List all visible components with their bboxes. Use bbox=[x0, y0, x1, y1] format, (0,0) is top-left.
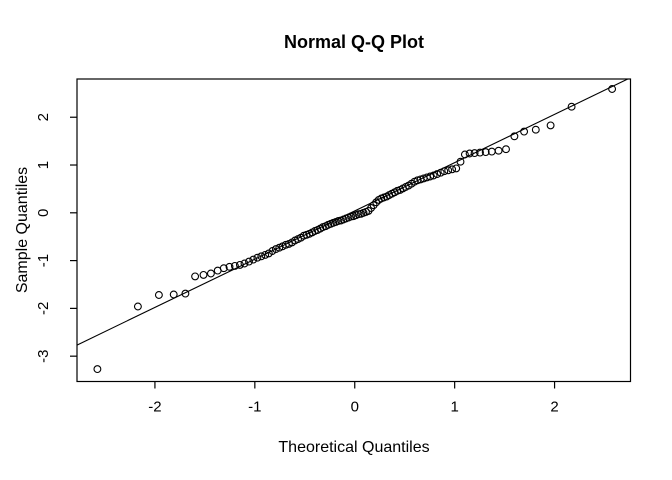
data-point bbox=[460, 150, 469, 159]
data-point bbox=[334, 216, 343, 225]
data-points bbox=[93, 85, 617, 374]
data-point bbox=[433, 170, 442, 179]
data-point bbox=[476, 148, 484, 157]
data-point bbox=[191, 272, 200, 281]
qq-reference-line bbox=[77, 79, 630, 346]
data-point bbox=[133, 302, 142, 311]
y-tick-label: 0 bbox=[35, 209, 52, 217]
data-point bbox=[253, 253, 262, 262]
x-tick-label: 1 bbox=[450, 399, 458, 416]
data-point bbox=[93, 365, 102, 374]
data-point bbox=[448, 165, 457, 174]
data-point bbox=[502, 145, 510, 154]
x-tick-label: -1 bbox=[248, 399, 261, 416]
y-tick-label: 2 bbox=[35, 113, 52, 121]
reference-line-group bbox=[77, 79, 630, 346]
y-axis-ticks: -3 -2 -1 0 1 2 bbox=[35, 113, 77, 363]
data-point bbox=[372, 198, 381, 207]
data-point bbox=[520, 127, 529, 136]
data-point bbox=[169, 290, 178, 299]
x-tick-label: 0 bbox=[351, 399, 359, 416]
data-point bbox=[245, 257, 253, 266]
x-tick-label: 2 bbox=[550, 399, 558, 416]
data-point bbox=[494, 146, 503, 155]
data-point bbox=[230, 261, 239, 270]
data-point bbox=[440, 167, 449, 176]
data-point bbox=[219, 264, 228, 273]
data-point bbox=[206, 269, 215, 278]
data-point bbox=[531, 125, 540, 134]
y-tick-label: -2 bbox=[35, 302, 52, 315]
x-tick-label: -2 bbox=[148, 399, 161, 416]
data-point bbox=[240, 259, 249, 268]
y-tick-label: -3 bbox=[35, 350, 52, 363]
data-point bbox=[154, 291, 163, 299]
data-point bbox=[429, 171, 438, 180]
data-point bbox=[257, 252, 266, 261]
y-tick-label: -1 bbox=[35, 254, 52, 267]
data-point bbox=[567, 102, 576, 111]
data-point bbox=[608, 85, 617, 93]
data-point bbox=[235, 260, 244, 269]
y-axis-label: Sample Quantiles bbox=[14, 167, 31, 293]
data-point bbox=[225, 262, 234, 271]
data-point bbox=[481, 148, 490, 157]
plot-box bbox=[76, 78, 632, 383]
data-point bbox=[199, 270, 208, 279]
data-point bbox=[249, 255, 258, 264]
data-point bbox=[181, 289, 190, 298]
chart-title: Normal Q-Q Plot bbox=[284, 32, 424, 52]
data-point bbox=[452, 164, 461, 173]
data-point bbox=[546, 121, 555, 130]
data-point bbox=[426, 172, 435, 181]
data-point bbox=[465, 149, 474, 158]
data-point bbox=[261, 250, 270, 259]
y-tick-label: 1 bbox=[35, 161, 52, 169]
data-point bbox=[456, 157, 465, 166]
data-point bbox=[470, 149, 479, 158]
x-axis-ticks: -2 -1 0 1 2 bbox=[148, 381, 559, 416]
data-point bbox=[510, 132, 519, 141]
data-point bbox=[436, 168, 445, 177]
x-axis-label: Theoretical Quantiles bbox=[278, 439, 429, 456]
data-point bbox=[444, 166, 453, 175]
